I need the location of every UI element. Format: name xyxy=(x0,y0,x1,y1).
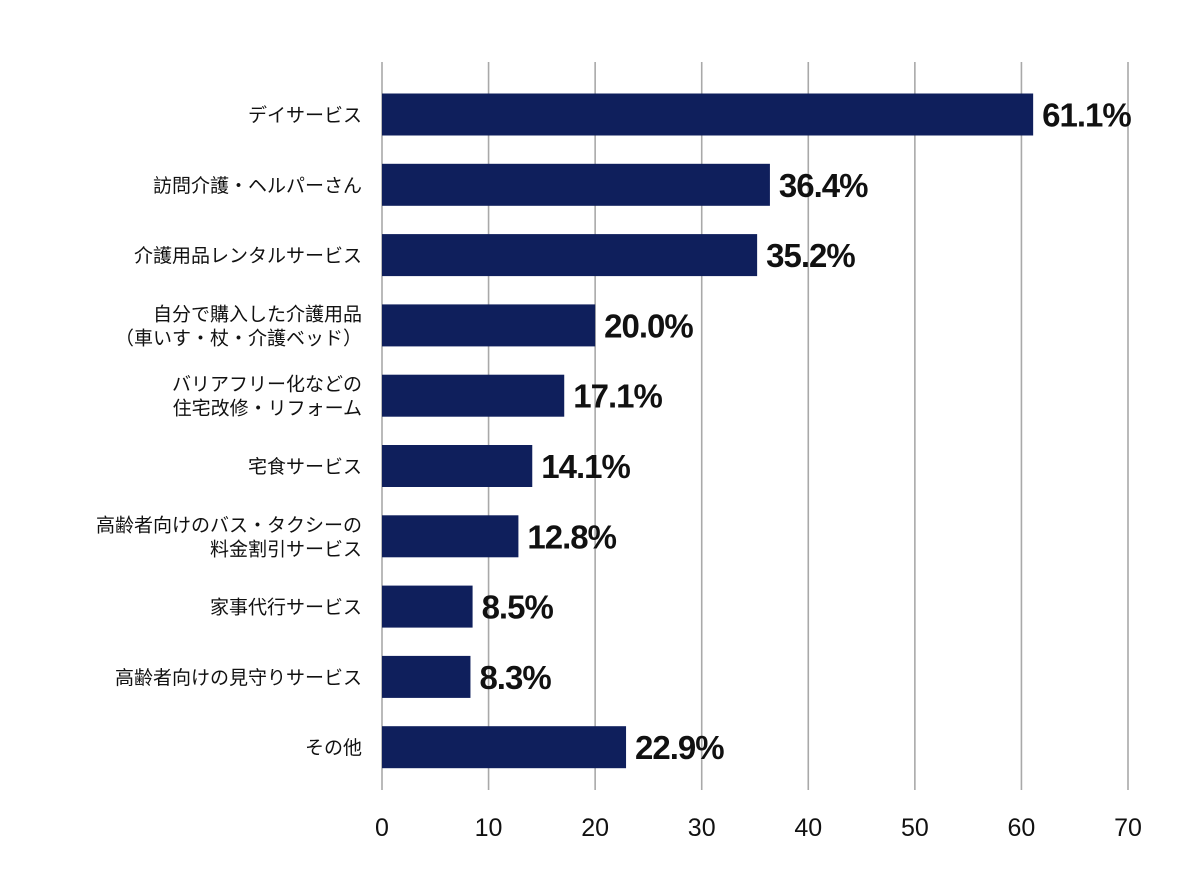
bar xyxy=(382,515,519,558)
x-tick-label: 40 xyxy=(794,814,822,842)
data-label: 36.4% xyxy=(779,167,868,204)
category-label: 訪問介護・ヘルパーさん xyxy=(153,175,362,197)
data-label: 14.1% xyxy=(541,448,630,485)
category-label: 高齢者向けのバス・タクシーの料金割引サービス xyxy=(96,514,362,560)
bar xyxy=(382,374,565,417)
category-label: 介護用品レンタルサービス xyxy=(134,245,362,267)
category-labels: デイサービス訪問介護・ヘルパーさん介護用品レンタルサービス自分で購入した介護用品… xyxy=(96,105,362,760)
bar xyxy=(382,726,627,769)
data-label: 17.1% xyxy=(573,378,662,415)
category-label: 高齢者向けの見守りサービス xyxy=(115,667,362,689)
category-label: デイサービス xyxy=(248,105,362,127)
category-label: その他 xyxy=(305,737,362,759)
data-label: 35.2% xyxy=(766,237,855,274)
category-label: バリアフリー化などの住宅改修・リフォーム xyxy=(172,374,362,420)
category-label: 家事代行サービス xyxy=(210,597,362,619)
data-label: 12.8% xyxy=(527,518,616,555)
bar xyxy=(382,163,770,206)
x-tick-label: 60 xyxy=(1008,814,1036,842)
bars xyxy=(382,93,1034,769)
value-labels: 61.1% 36.4% 35.2% 20.0% 17.1% 14.1% 12.8% 8.5% 8… xyxy=(479,97,1132,767)
data-label: 20.0% xyxy=(604,307,693,344)
data-label: 61.1% xyxy=(1042,97,1131,134)
category-label: 宅食サービス xyxy=(248,456,362,478)
bar xyxy=(382,655,471,698)
data-label: 8.5% xyxy=(482,589,554,626)
bar xyxy=(382,93,1034,136)
x-tick-label: 20 xyxy=(581,814,609,842)
x-axis-ticks: 0 10 20 30 40 50 60 70 xyxy=(375,814,1142,842)
x-tick-label: 30 xyxy=(688,814,716,842)
bar xyxy=(382,234,758,277)
x-tick-label: 50 xyxy=(901,814,929,842)
category-label: 自分で購入した介護用品（車いす・杖・介護ベッド） xyxy=(115,303,362,349)
x-tick-label: 70 xyxy=(1114,814,1142,842)
bar xyxy=(382,304,596,347)
bar xyxy=(382,585,473,628)
x-tick-label: 10 xyxy=(475,814,503,842)
data-label: 8.3% xyxy=(479,659,551,696)
x-tick-label: 0 xyxy=(375,814,389,842)
data-label: 22.9% xyxy=(635,729,724,766)
bar xyxy=(382,445,533,487)
